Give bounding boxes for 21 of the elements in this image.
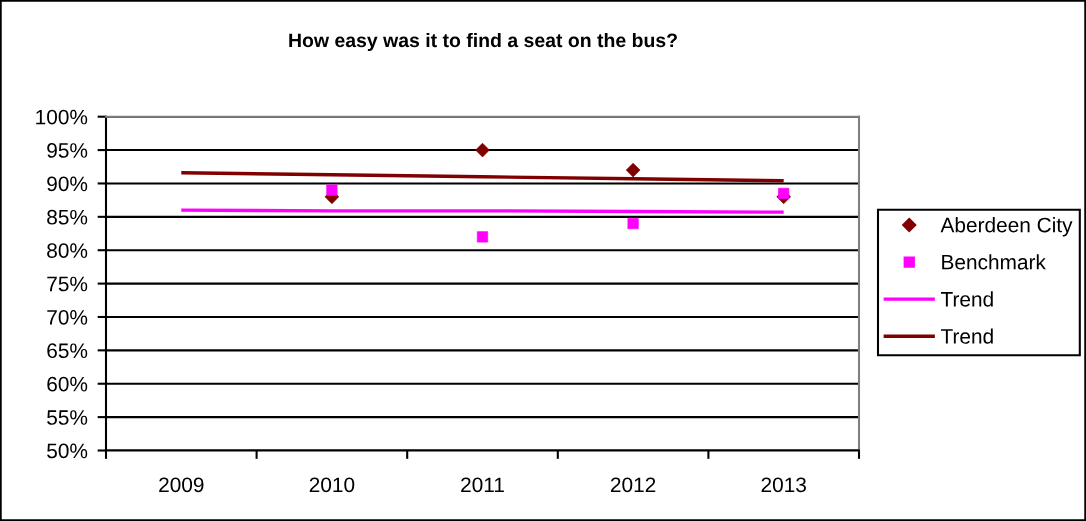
x-tick-label: 2011 bbox=[461, 477, 504, 493]
x-tick-label: 2013 bbox=[761, 477, 806, 493]
y-tick-label: 80% bbox=[47, 243, 88, 258]
y-tick-label: 50% bbox=[47, 443, 88, 459]
x-tick-label: 2010 bbox=[309, 477, 355, 493]
legend-label: Aberdeen City bbox=[940, 217, 1073, 237]
x-tick-label: 2012 bbox=[610, 477, 656, 493]
y-tick-label: 100% bbox=[36, 109, 88, 125]
chart-title: How easy was it to find a seat on the bus? bbox=[289, 32, 677, 52]
legend-label: Trend bbox=[940, 328, 993, 344]
y-tick-label: 90% bbox=[47, 176, 88, 192]
y-tick-label: 75% bbox=[47, 276, 88, 292]
y-tick-label: 70% bbox=[47, 309, 88, 325]
legend-label: Benchmark bbox=[942, 254, 1046, 270]
y-tick-label: 60% bbox=[47, 376, 88, 392]
y-tick-label: 55% bbox=[47, 410, 88, 425]
legend-label: Trend bbox=[940, 291, 993, 307]
y-tick-label: 85% bbox=[47, 209, 88, 225]
y-tick-label: 65% bbox=[47, 343, 88, 359]
y-tick-label: 95% bbox=[47, 143, 88, 158]
x-tick-label: 2009 bbox=[159, 477, 204, 493]
